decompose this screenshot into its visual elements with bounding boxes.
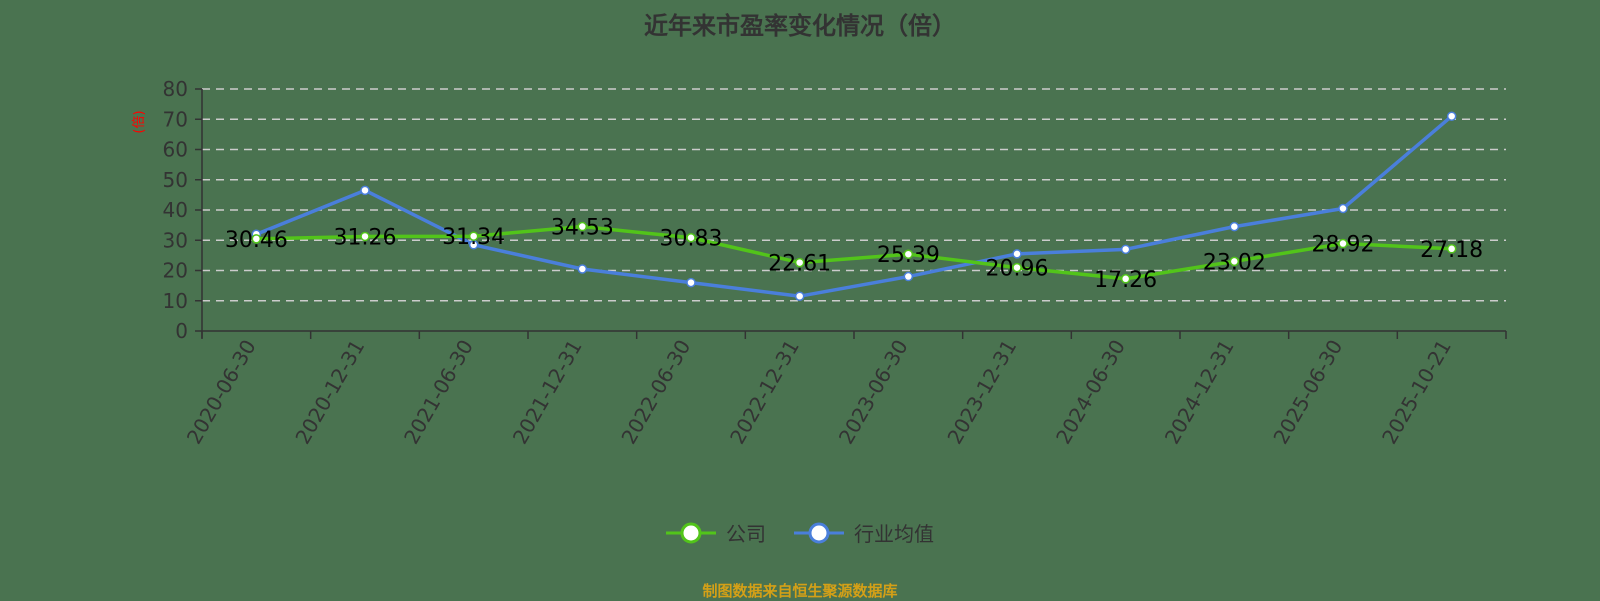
data-point[interactable] bbox=[1229, 256, 1240, 267]
x-tick-label: 2024-12-31 bbox=[1160, 336, 1239, 449]
data-label: 23.02 bbox=[1203, 250, 1266, 275]
y-tick-label: 70 bbox=[163, 107, 188, 131]
industry-line bbox=[255, 114, 1453, 298]
data-point[interactable] bbox=[1120, 274, 1131, 284]
data-label: 34.53 bbox=[551, 216, 614, 241]
data-point[interactable] bbox=[251, 234, 262, 244]
data-point[interactable] bbox=[686, 232, 696, 243]
data-point[interactable] bbox=[794, 257, 805, 268]
y-tick-label: 20 bbox=[163, 259, 188, 283]
data-point[interactable] bbox=[1446, 244, 1457, 254]
legend-item-company[interactable]: 公司 bbox=[666, 518, 766, 547]
y-tick-label: 10 bbox=[163, 289, 188, 313]
legend-label-industry: 行业均值 bbox=[854, 522, 934, 546]
data-point[interactable] bbox=[1338, 203, 1348, 214]
legend-label-company: 公司 bbox=[726, 522, 766, 546]
y-tick-label: 0 bbox=[175, 319, 188, 343]
legend-company-marker-icon bbox=[666, 522, 716, 543]
data-label: 28.92 bbox=[1312, 233, 1375, 258]
y-tick-label: 30 bbox=[163, 228, 188, 252]
data-point[interactable] bbox=[577, 264, 588, 274]
x-tick-label: 2022-12-31 bbox=[725, 336, 804, 449]
data-label: 27.18 bbox=[1420, 238, 1483, 263]
data-label: 30.46 bbox=[225, 228, 288, 253]
y-axis-unit-label: (倍) bbox=[132, 110, 147, 133]
x-tick-label: 2021-06-30 bbox=[399, 335, 478, 448]
chart-title: 近年来市盈率变化情况（倍） bbox=[644, 12, 956, 40]
data-point[interactable] bbox=[468, 231, 479, 241]
y-tick-label: 80 bbox=[163, 77, 188, 101]
data-label: 17.26 bbox=[1094, 268, 1157, 293]
y-tick-label: 40 bbox=[163, 198, 188, 222]
legend-industry-marker-icon bbox=[794, 522, 844, 543]
x-tick-label: 2020-12-31 bbox=[290, 336, 369, 449]
data-label: 22.61 bbox=[768, 252, 831, 277]
x-tick-label: 2021-12-31 bbox=[508, 336, 587, 449]
data-point[interactable] bbox=[1446, 111, 1457, 121]
data-label: 30.83 bbox=[660, 227, 723, 252]
y-axis: 0 10 20 30 40 50 60 70 80 bbox=[163, 77, 203, 343]
x-tick-label: 2025-06-30 bbox=[1268, 336, 1347, 449]
data-point[interactable] bbox=[903, 249, 914, 259]
data-point[interactable] bbox=[686, 277, 696, 288]
grid-lines bbox=[202, 88, 1506, 302]
series-lines bbox=[251, 111, 1457, 301]
data-label: 31.34 bbox=[442, 225, 505, 250]
company-line bbox=[256, 224, 1452, 281]
x-tick-label: 2024-06-30 bbox=[1051, 336, 1130, 449]
data-point[interactable] bbox=[1120, 244, 1131, 255]
data-label: 25.39 bbox=[877, 243, 940, 268]
legend: 公司 行业均值 bbox=[0, 518, 1600, 547]
y-tick-label: 50 bbox=[163, 168, 188, 192]
x-tick-label: 2025-10-21 bbox=[1377, 336, 1456, 449]
data-point[interactable] bbox=[360, 231, 370, 242]
data-point[interactable] bbox=[1012, 262, 1022, 273]
data-point[interactable] bbox=[1338, 238, 1348, 249]
data-label: 20.96 bbox=[986, 257, 1049, 282]
x-axis: 2020-06-30 2020-12-31 2021-06-30 2021-12-31… bbox=[182, 330, 1507, 449]
data-point[interactable] bbox=[577, 221, 588, 232]
data-labels: 30.46 31.26 31.34 34.53 30.83 22.61 25.39 20.96… bbox=[225, 216, 1483, 293]
data-label: 31.26 bbox=[334, 225, 397, 250]
y-tick-label: 60 bbox=[163, 138, 188, 162]
data-point[interactable] bbox=[360, 185, 370, 196]
x-tick-label: 2023-12-31 bbox=[942, 336, 1021, 449]
data-source-note: 制图数据来自恒生聚源数据库 bbox=[702, 582, 898, 600]
legend-item-industry[interactable]: 行业均值 bbox=[794, 518, 934, 547]
data-point[interactable] bbox=[1012, 249, 1022, 259]
data-point[interactable] bbox=[903, 271, 914, 282]
data-point[interactable] bbox=[794, 291, 805, 301]
x-tick-label: 2020-06-30 bbox=[182, 336, 261, 449]
data-point[interactable] bbox=[1229, 221, 1240, 232]
x-tick-label: 2022-06-30 bbox=[616, 336, 695, 449]
x-tick-label: 2023-06-30 bbox=[834, 335, 913, 448]
